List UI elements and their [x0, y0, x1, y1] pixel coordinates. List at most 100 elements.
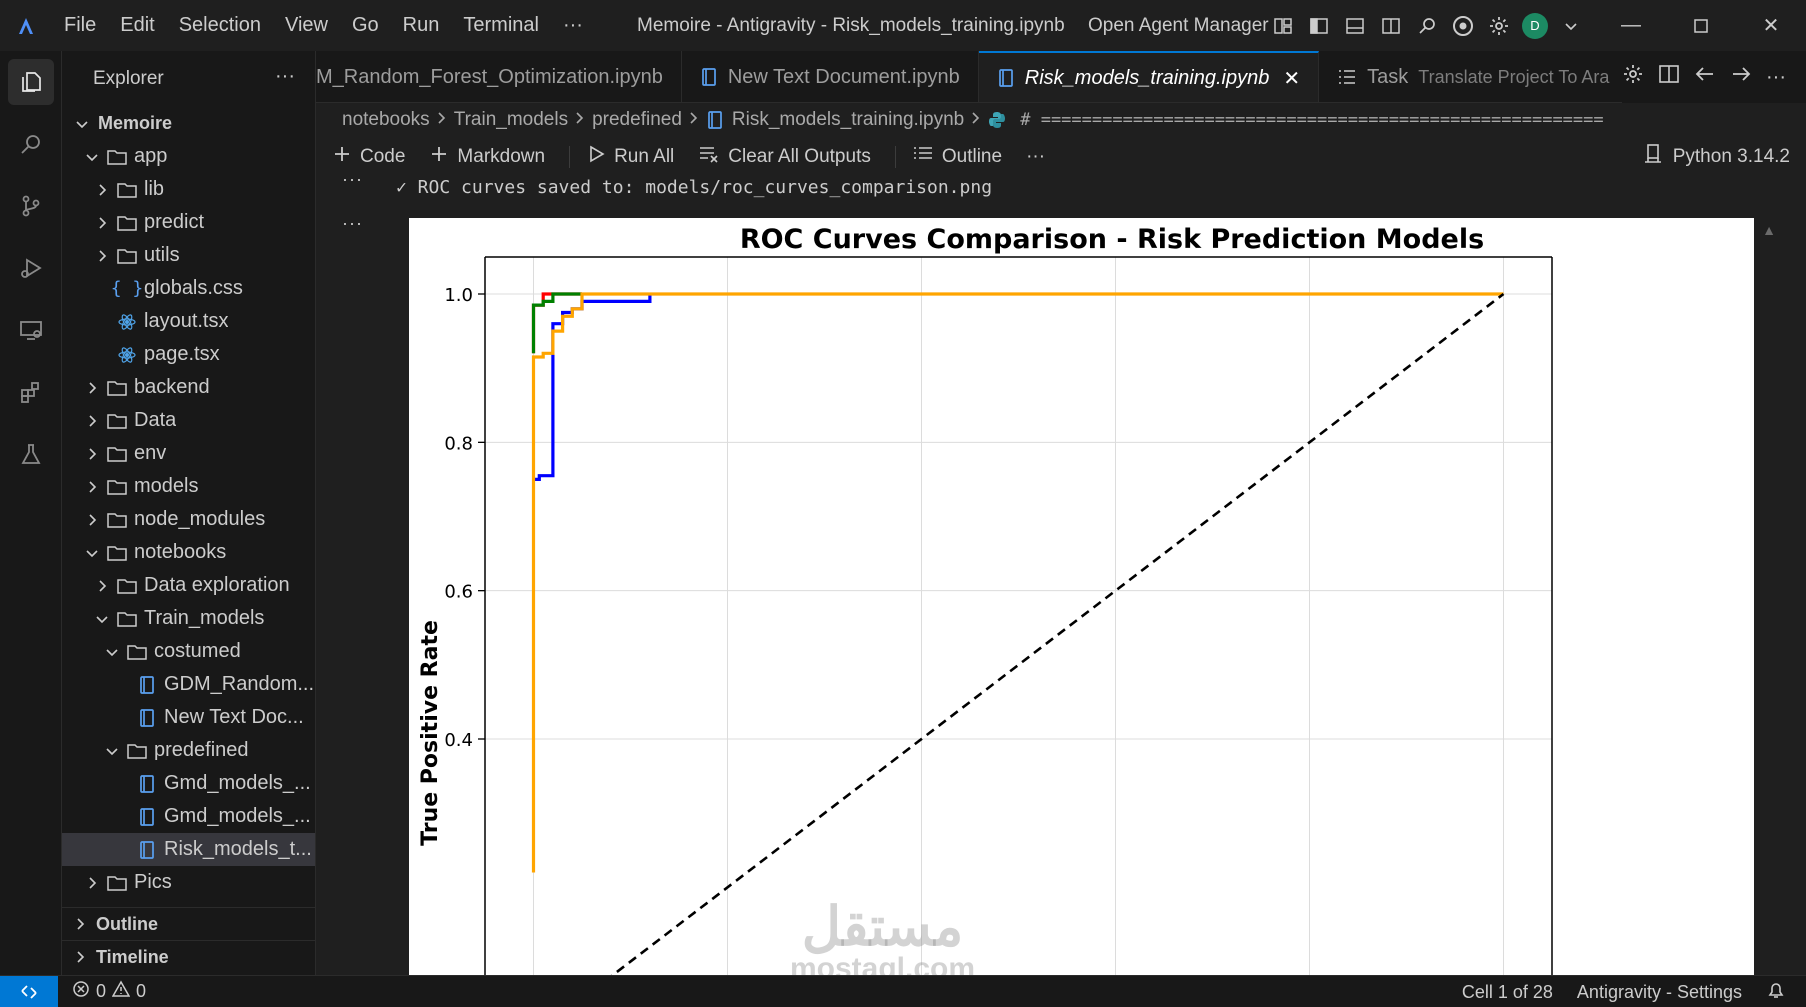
arrow-right-icon[interactable]	[1730, 63, 1752, 91]
run-debug-icon[interactable]	[0, 237, 62, 299]
problems-indicator[interactable]: 0 0	[72, 980, 146, 1003]
tab-close-icon[interactable]: ✕	[1283, 67, 1301, 90]
tree-folder[interactable]: models	[62, 470, 315, 503]
run-all-button[interactable]: Run All	[586, 144, 674, 170]
close-window-icon[interactable]: ✕	[1762, 15, 1780, 37]
add-markdown-cell-button[interactable]: Markdown	[429, 144, 545, 170]
notebook-toolbar: Code Markdown Run All Clear All Outputs …	[316, 137, 1806, 177]
menu-item-7[interactable]: ···	[562, 14, 583, 36]
tree-item-label: lib	[144, 178, 165, 200]
tree-folder[interactable]: app	[62, 140, 315, 173]
maximize-icon[interactable]	[1666, 0, 1736, 51]
outline-button[interactable]: Outline	[912, 144, 1002, 170]
arrow-left-icon[interactable]	[1694, 63, 1716, 91]
kernel-label: Python 3.14.2	[1672, 146, 1790, 167]
tree-folder[interactable]: lib	[62, 173, 315, 206]
settings-status[interactable]: Antigravity - Settings	[1576, 981, 1742, 1002]
notebook-file-icon	[700, 67, 718, 87]
editor-tab[interactable]: New Text Document.ipynb	[682, 51, 979, 102]
search-icon[interactable]	[1414, 13, 1440, 39]
tree-folder[interactable]: backend	[62, 371, 315, 404]
antigravity-logo-icon[interactable]	[0, 0, 52, 51]
tree-file[interactable]: GDM_Random...	[62, 668, 315, 701]
tree-folder[interactable]: predefined	[62, 734, 315, 767]
menu-item-6[interactable]: Terminal	[463, 14, 539, 36]
tree-folder[interactable]: Data	[62, 404, 315, 437]
explorer-sidebar: Explorer ··· Memoire app lib predict utils{…	[62, 51, 316, 975]
folder-icon	[106, 872, 128, 894]
output-more-icon[interactable]: ···	[342, 177, 363, 189]
open-agent-manager-button[interactable]: Open Agent Manager	[1088, 15, 1269, 36]
chevron-right-icon	[82, 513, 102, 527]
tree-folder[interactable]: predict	[62, 206, 315, 239]
tree-file[interactable]: Gmd_models_...	[62, 767, 315, 800]
breadcrumb-item[interactable]: notebooks	[342, 109, 430, 130]
outline-section[interactable]: Outline	[62, 907, 316, 940]
source-control-icon[interactable]	[0, 175, 62, 237]
tree-folder[interactable]: notebooks	[62, 536, 315, 569]
tree-file[interactable]: { } globals.css	[62, 272, 315, 305]
editor-tab[interactable]: M_Random_Forest_Optimization.ipynb	[316, 51, 682, 102]
tree-folder[interactable]: env	[62, 437, 315, 470]
kernel-picker[interactable]: Python 3.14.2	[1643, 137, 1790, 177]
clear-all-outputs-label: Clear All Outputs	[728, 146, 871, 167]
notebook-file-icon	[136, 806, 158, 828]
tree-file[interactable]: page.tsx	[62, 338, 315, 371]
editor-tab[interactable]: Task Translate Project To Ara	[1319, 51, 1629, 102]
account-avatar[interactable]: D	[1522, 12, 1548, 39]
scroll-up-arrow-icon[interactable]: ▲	[1762, 222, 1776, 238]
layout-customize-icon[interactable]	[1270, 13, 1296, 39]
chrome-icon[interactable]	[1450, 13, 1476, 39]
breadcrumb-item[interactable]: Train_models	[453, 109, 569, 130]
tree-folder[interactable]: Train_models	[62, 602, 315, 635]
chevron-right-icon	[70, 917, 90, 931]
tree-folder[interactable]: utils	[62, 239, 315, 272]
extensions-icon[interactable]	[0, 361, 62, 423]
tree-file[interactable]: Gmd_models_...	[62, 800, 315, 833]
menu-item-5[interactable]: Run	[402, 14, 440, 36]
editor-tab[interactable]: Risk_models_training.ipynb ✕	[978, 51, 1320, 102]
remote-indicator-icon[interactable]	[0, 975, 58, 1007]
notifications-bell-icon[interactable]	[1766, 980, 1786, 1005]
chevron-right-icon	[82, 480, 102, 494]
timeline-section[interactable]: Timeline	[62, 940, 316, 973]
breadcrumb-symbol[interactable]: # ======================================…	[1020, 110, 1604, 130]
tree-file[interactable]: New Text Doc...	[62, 701, 315, 734]
toggle-secondary-sidebar-icon[interactable]	[1378, 13, 1404, 39]
output-more-icon[interactable]: ···	[342, 213, 363, 233]
tree-folder[interactable]: Pics	[62, 866, 315, 899]
breadcrumb-item[interactable]: predefined	[592, 109, 682, 130]
explorer-icon[interactable]	[0, 51, 62, 113]
toggle-panel-icon[interactable]	[1342, 13, 1368, 39]
tab-gear-icon[interactable]	[1622, 63, 1644, 91]
add-code-cell-button[interactable]: Code	[332, 144, 405, 170]
menu-item-3[interactable]: View	[284, 14, 328, 36]
workspace-root[interactable]: Memoire	[62, 107, 315, 140]
cell-position[interactable]: Cell 1 of 28	[1461, 981, 1553, 1002]
tree-folder[interactable]: node_modules	[62, 503, 315, 536]
menu-item-4[interactable]: Go	[351, 14, 379, 36]
tree-file[interactable]: layout.tsx	[62, 305, 315, 338]
split-editor-icon[interactable]	[1658, 63, 1680, 91]
settings-gear-icon[interactable]	[1486, 13, 1512, 39]
notebook-editor: ··· ✓ ROC curves saved to: models/roc_cu…	[316, 177, 1806, 975]
account-chevron-down-icon[interactable]	[1558, 13, 1584, 39]
menu-item-1[interactable]: Edit	[120, 14, 155, 36]
tree-folder[interactable]: costumed	[62, 635, 315, 668]
search-view-icon[interactable]	[0, 113, 62, 175]
explorer-more-actions-icon[interactable]: ···	[275, 65, 295, 87]
tree-folder[interactable]: Data exploration	[62, 569, 315, 602]
clear-all-outputs-button[interactable]: Clear All Outputs	[698, 144, 871, 170]
toggle-primary-sidebar-icon[interactable]	[1306, 13, 1332, 39]
menu-item-0[interactable]: File	[64, 14, 97, 36]
remote-explorer-icon[interactable]	[0, 299, 62, 361]
minimize-icon[interactable]: —	[1621, 14, 1641, 36]
breadcrumb-item[interactable]: Risk_models_training.ipynb	[731, 109, 965, 130]
menu-item-2[interactable]: Selection	[178, 14, 261, 36]
more-actions-icon[interactable]: ···	[1766, 65, 1786, 88]
kernel-icon	[1643, 143, 1663, 171]
tree-file[interactable]: Risk_models_t...	[62, 833, 315, 866]
toolbar-more-button[interactable]: ···	[1026, 146, 1046, 167]
testing-flask-icon[interactable]	[0, 423, 62, 485]
chevron-down-icon	[82, 546, 102, 560]
